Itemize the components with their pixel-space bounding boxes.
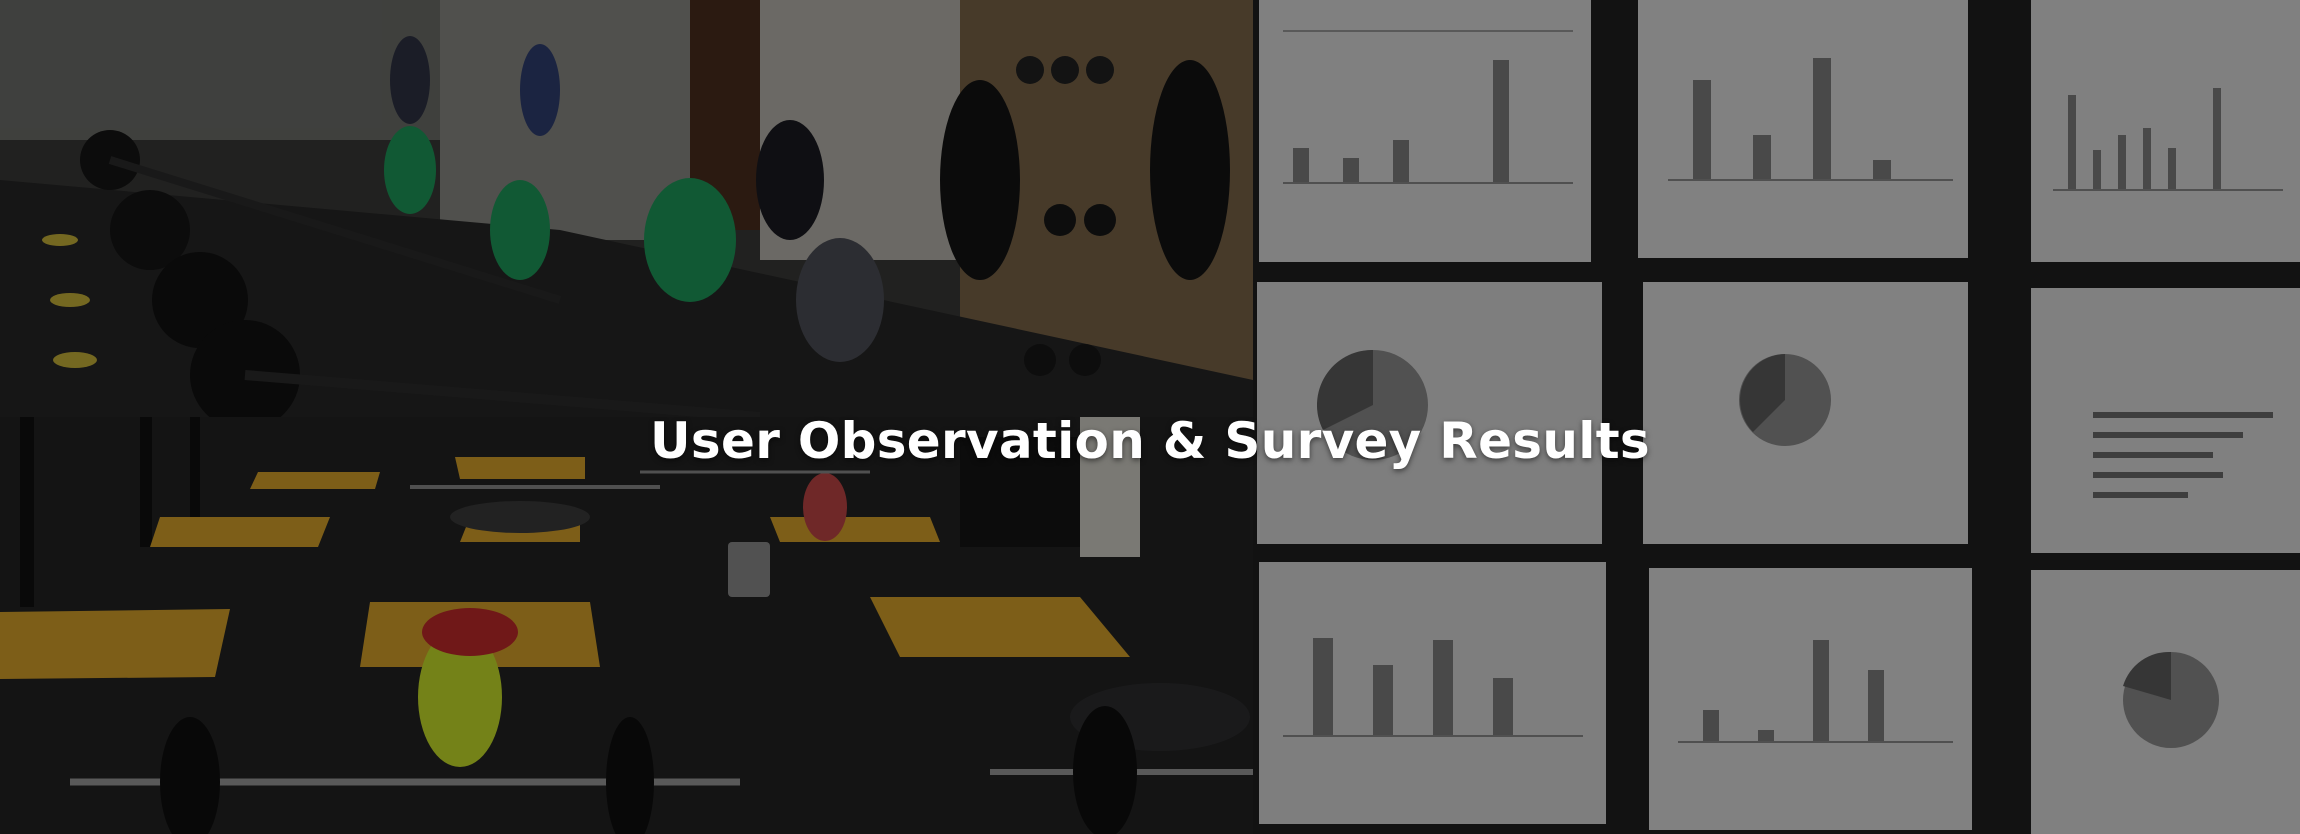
photo-overlay xyxy=(0,0,1253,417)
poster-bar-chart-5 xyxy=(1649,568,1972,830)
poster-bar-chart-1 xyxy=(1259,0,1591,262)
left-photo-collage xyxy=(0,0,1253,834)
posters-illustration xyxy=(1253,0,2300,834)
hero-title: User Observation & Survey Results xyxy=(650,411,1650,470)
rowing-illustration xyxy=(0,0,1253,417)
gym-floor-photo xyxy=(0,417,1253,834)
photo-overlay xyxy=(0,417,1253,834)
poster-bar-chart-3 xyxy=(2031,0,2300,262)
poster-bar-chart-2 xyxy=(1638,0,1968,258)
poster-pie-chart-2 xyxy=(1643,282,1968,544)
poster-pie-chart-3 xyxy=(2031,570,2300,834)
photo-overlay xyxy=(1253,0,2300,834)
gym-rowing-photo xyxy=(0,0,1253,417)
survey-posters-photo xyxy=(1253,0,2300,834)
poster-bar-chart-4 xyxy=(1259,562,1606,824)
floor-illustration xyxy=(0,417,1253,834)
poster-pie-chart-1 xyxy=(1257,282,1602,544)
poster-horizontal-bar-chart xyxy=(2031,288,2300,553)
